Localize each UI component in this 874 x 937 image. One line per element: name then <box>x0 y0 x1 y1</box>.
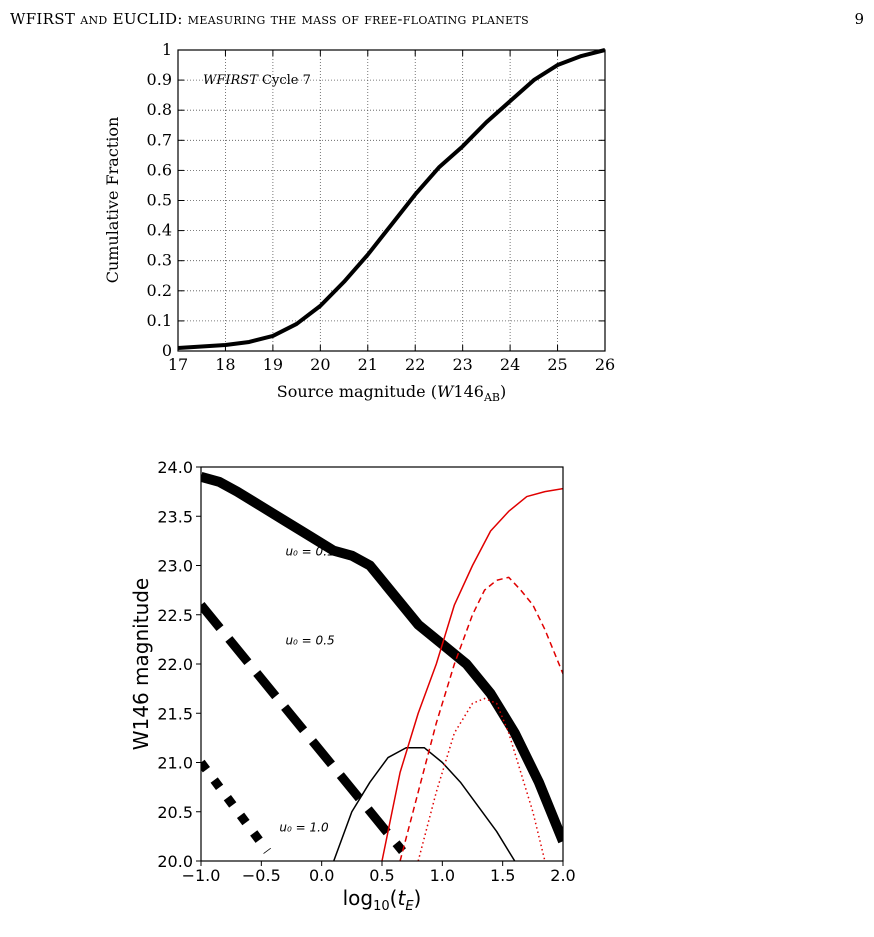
y-tick-label: 0.5 <box>147 191 172 210</box>
x-axis-label: Source magnitude (W146AB) <box>277 382 507 404</box>
curve-label: u₀ = 0.5 <box>285 633 334 647</box>
y-tick-label: 21.5 <box>157 704 193 723</box>
x-tick-label: 24 <box>500 355 520 374</box>
x-tick-label: 2.0 <box>550 866 575 885</box>
y-tick-label: 20.0 <box>157 852 193 871</box>
x-tick-label: 0.0 <box>309 866 334 885</box>
y-tick-label: 0.4 <box>147 221 172 240</box>
y-tick-label: 0.7 <box>147 130 172 149</box>
y-tick-label: 0.1 <box>147 311 172 330</box>
curve-label: u₀ = 0.1 <box>285 545 334 559</box>
y-axis-label: Cumulative Fraction <box>103 117 122 284</box>
x-tick-label: 25 <box>547 355 567 374</box>
series-line <box>333 746 516 861</box>
series-line <box>381 487 563 861</box>
x-tick-label: 17 <box>168 355 188 374</box>
y-tick-label: 0.3 <box>147 251 172 270</box>
page-number: 9 <box>854 10 864 28</box>
x-tick-label: 20 <box>310 355 330 374</box>
y-tick-label: 23.5 <box>157 507 193 526</box>
x-tick-label: 21 <box>358 355 378 374</box>
x-tick-label: 26 <box>595 355 615 374</box>
y-tick-label: 0.2 <box>147 281 172 300</box>
y-tick-label: 22.0 <box>157 655 193 674</box>
y-tick-label: 24.0 <box>157 458 193 477</box>
chart2-series <box>201 472 563 861</box>
y-tick-label: 1 <box>162 40 172 59</box>
y-tick-label: 0.9 <box>147 70 172 89</box>
series-line <box>417 697 546 861</box>
series-line <box>201 472 563 844</box>
y-tick-label: 21.0 <box>157 754 193 773</box>
y-tick-label: 22.5 <box>157 606 193 625</box>
annotation-wfirst-cycle: WFIRST Cycle 7 <box>203 73 311 88</box>
x-tick-label: −0.5 <box>242 866 281 885</box>
y-axis-label: W146 magnitude <box>129 578 153 751</box>
x-axis-label: log10(tE) <box>343 886 422 914</box>
x-tick-label: 19 <box>263 355 283 374</box>
y-tick-label: 20.5 <box>157 803 193 822</box>
y-tick-label: 0.6 <box>147 160 172 179</box>
x-tick-label: 18 <box>215 355 235 374</box>
x-tick-label: 22 <box>405 355 425 374</box>
series-line <box>201 759 271 854</box>
series-line <box>201 602 406 854</box>
x-tick-label: 1.5 <box>490 866 515 885</box>
running-head: WFIRST and EUCLID: measuring the mass of… <box>0 8 874 30</box>
x-tick-label: 0.5 <box>369 866 394 885</box>
series-line <box>399 576 563 861</box>
x-tick-label: 23 <box>452 355 472 374</box>
x-tick-label: 1.0 <box>430 866 455 885</box>
series-line <box>177 48 606 350</box>
y-tick-label: 0 <box>162 341 172 360</box>
y-tick-label: 0.8 <box>147 100 172 119</box>
chart2-group: −1.0 −0.5 0.0 0.5 1.0 1.5 2.0 20.0 20.5 21.0 21.5 2… <box>129 458 576 914</box>
y-tick-label: 23.0 <box>157 557 193 576</box>
x-tick-label: −1.0 <box>182 866 221 885</box>
plot-frame <box>200 466 564 862</box>
curve-label: u₀ = 1.0 <box>279 820 329 834</box>
chart1-group: 17 18 19 20 21 22 23 24 25 26 0 0.1 0.2 0.3 0.4 0.5 0.6 0… <box>103 40 615 404</box>
running-title: WFIRST and EUCLID: measuring the mass of… <box>10 10 529 28</box>
